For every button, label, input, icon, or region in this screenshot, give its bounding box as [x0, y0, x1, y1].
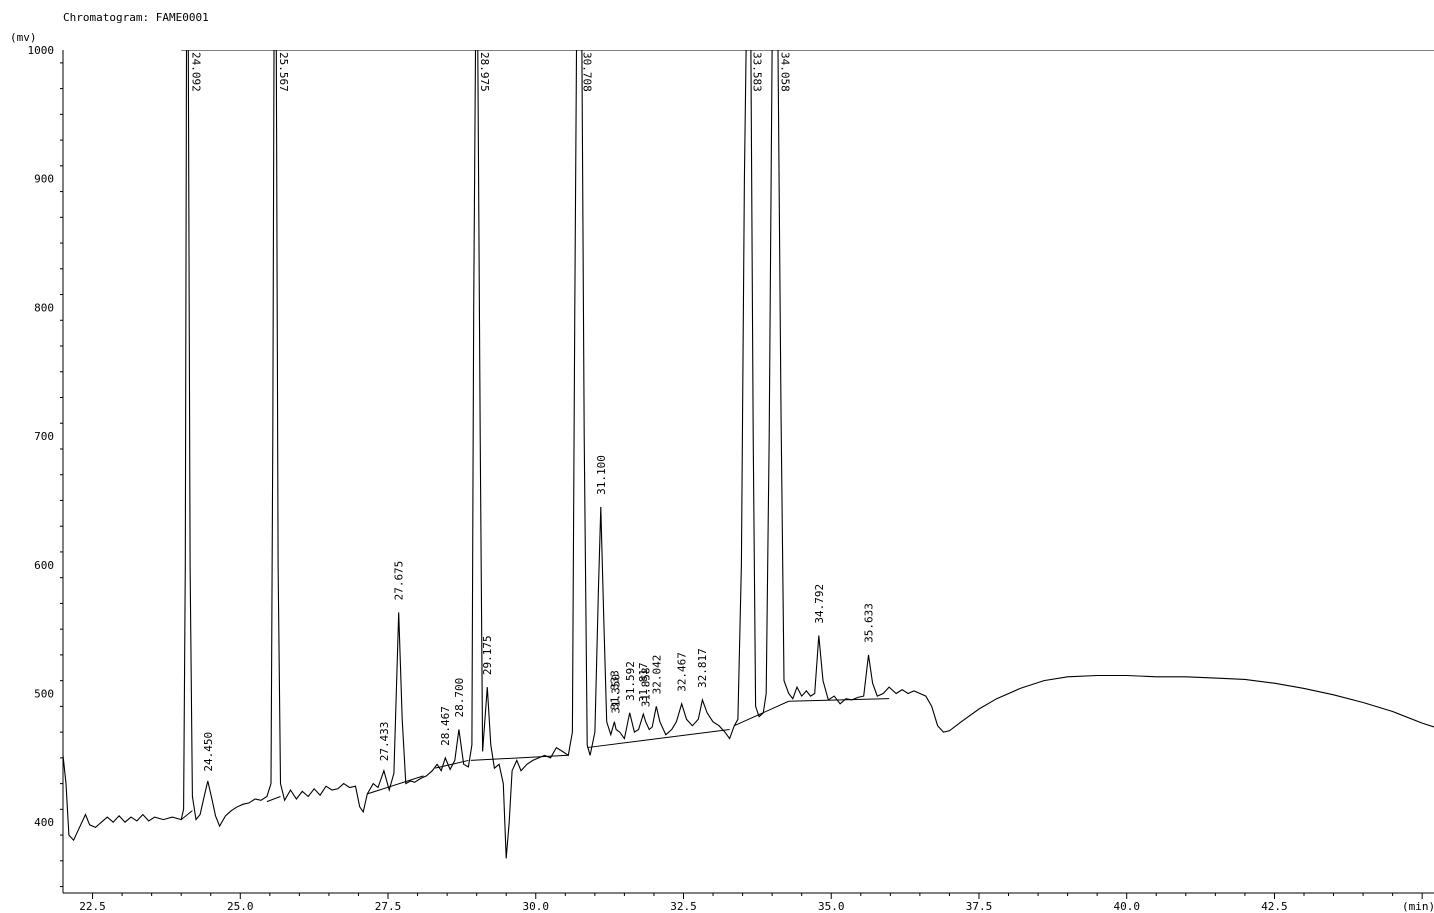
- x-tick-label: 32.5: [670, 900, 697, 913]
- peak-labels: 24.092 24.450 25.567 27.433 27.675 28.46728.7…: [190, 52, 876, 772]
- x-tick-label: 25.0: [227, 900, 254, 913]
- x-tick-label: 42.5: [1261, 900, 1288, 913]
- chromatogram-line: [63, 50, 1434, 859]
- baseline-segment: [470, 754, 569, 761]
- peak-label: 28.975: [478, 52, 491, 92]
- peak-label: 24.450: [202, 732, 215, 772]
- peak-label: 34.058: [779, 52, 792, 92]
- baseline-segment: [788, 698, 890, 702]
- peak-label: 32.467: [676, 652, 689, 692]
- peak-label: 27.675: [392, 561, 405, 601]
- peak-label: 34.792: [813, 584, 826, 624]
- peak-label: 31.858: [640, 668, 653, 708]
- chart-title: Chromatogram: FAME0001: [63, 11, 209, 24]
- peak-label: 31.350: [610, 674, 623, 714]
- peak-label: 25.567: [277, 52, 290, 92]
- x-tick-label: 37.5: [966, 900, 993, 913]
- y-tick-label: 500: [34, 688, 54, 701]
- peak-label: 28.467: [439, 706, 452, 746]
- x-axis-unit-label: (min): [1402, 900, 1434, 913]
- x-tick-label: 40.0: [1113, 900, 1140, 913]
- x-tick-label: 35.0: [818, 900, 845, 913]
- y-tick-label: 800: [34, 301, 54, 314]
- signal-trace: [63, 50, 1434, 859]
- baseline-segment: [734, 700, 789, 727]
- peak-label: 33.583: [750, 52, 763, 92]
- x-tick-label: 27.5: [375, 900, 402, 913]
- peak-label: 31.333: [609, 670, 622, 710]
- y-axis-unit-label: (mv): [10, 31, 37, 44]
- peak-label: 31.592: [624, 661, 637, 701]
- y-tick-label: 1000: [28, 44, 55, 57]
- peak-label: 30.708: [581, 52, 594, 92]
- peak-label: 35.633: [863, 603, 876, 643]
- peak-label: 27.433: [378, 722, 391, 762]
- peak-label: 32.817: [696, 648, 709, 688]
- x-tick-label: 22.5: [79, 900, 106, 913]
- y-tick-label: 400: [34, 816, 54, 829]
- baseline-segment: [266, 796, 281, 803]
- axes: 400 500 600 700 800 900 1000 22.5 25.0 27.5 30.0 32…: [28, 44, 1434, 913]
- baseline-segment: [587, 729, 730, 749]
- peak-label: 29.175: [481, 635, 494, 675]
- peak-label: 32.042: [650, 655, 663, 695]
- x-tick-label: 30.0: [523, 900, 550, 913]
- y-tick-label: 900: [34, 173, 54, 186]
- y-tick-label: 700: [34, 430, 54, 443]
- peak-label: 31.100: [595, 455, 608, 495]
- peak-label: 24.092: [190, 52, 203, 92]
- peak-label: 31.817: [637, 662, 650, 702]
- y-tick-label: 600: [34, 559, 54, 572]
- peak-label: 28.700: [453, 678, 466, 718]
- baseline-segment: [367, 775, 424, 795]
- baseline-segment: [180, 810, 193, 821]
